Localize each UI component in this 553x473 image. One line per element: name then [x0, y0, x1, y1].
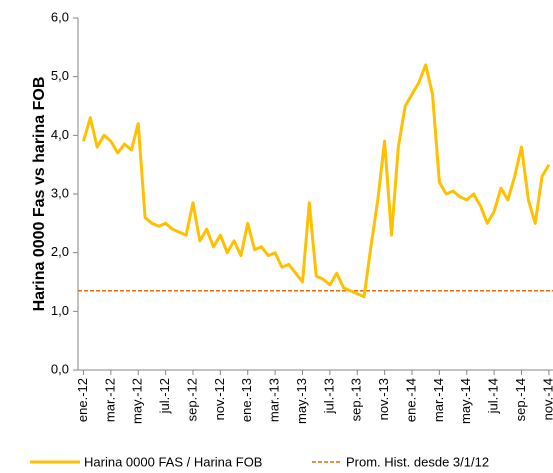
x-tick-label: mar.-13: [267, 378, 282, 422]
x-tick-label: sep.-13: [349, 378, 364, 421]
x-tick-label: sep.-14: [513, 378, 528, 421]
y-axis-label: Harina 0000 Fas vs harina FOB: [31, 77, 48, 312]
y-tick-label: 5,0: [51, 68, 69, 83]
x-tick-label: mar.-12: [102, 378, 117, 422]
x-tick-label: ene.-14: [403, 378, 418, 422]
y-tick-label: 0,0: [51, 361, 69, 376]
x-tick-label: nov.-14: [540, 378, 553, 420]
series-line: [82, 63, 551, 299]
x-tick-label: nov.-12: [212, 378, 227, 420]
x-tick-label: mar.-14: [431, 378, 446, 422]
x-tick-label: may.-12: [130, 378, 145, 424]
x-tick-label: jul.-12: [157, 378, 172, 414]
plot-area: [78, 63, 553, 299]
x-tick-label: ene.-12: [75, 378, 90, 422]
x-tick-label: may.-14: [458, 378, 473, 424]
y-tick-label: 2,0: [51, 244, 69, 259]
y-tick-label: 3,0: [51, 185, 69, 200]
legend-label: Harina 0000 FAS / Harina FOB: [84, 454, 262, 469]
axes: 0,0 1,0 2,0 3,0 4,0 5,0 6,0 ene.-12 mar.-12 may.-…: [51, 9, 553, 424]
legend-label: Prom. Hist. desde 3/1/12: [346, 454, 489, 469]
x-tick-label: nov.-13: [376, 378, 391, 420]
x-tick-label: sep.-12: [184, 378, 199, 421]
x-tick-label: ene.-13: [239, 378, 254, 422]
y-tick-label: 1,0: [51, 303, 69, 318]
y-tick-label: 6,0: [51, 9, 69, 24]
legend: Harina 0000 FAS / Harina FOB Prom. Hist. …: [30, 454, 489, 469]
x-tick-label: may.-13: [294, 378, 309, 424]
x-tick-label: jul.-14: [486, 378, 501, 414]
y-tick-label: 4,0: [51, 127, 69, 142]
x-tick-label: jul.-13: [321, 378, 336, 414]
